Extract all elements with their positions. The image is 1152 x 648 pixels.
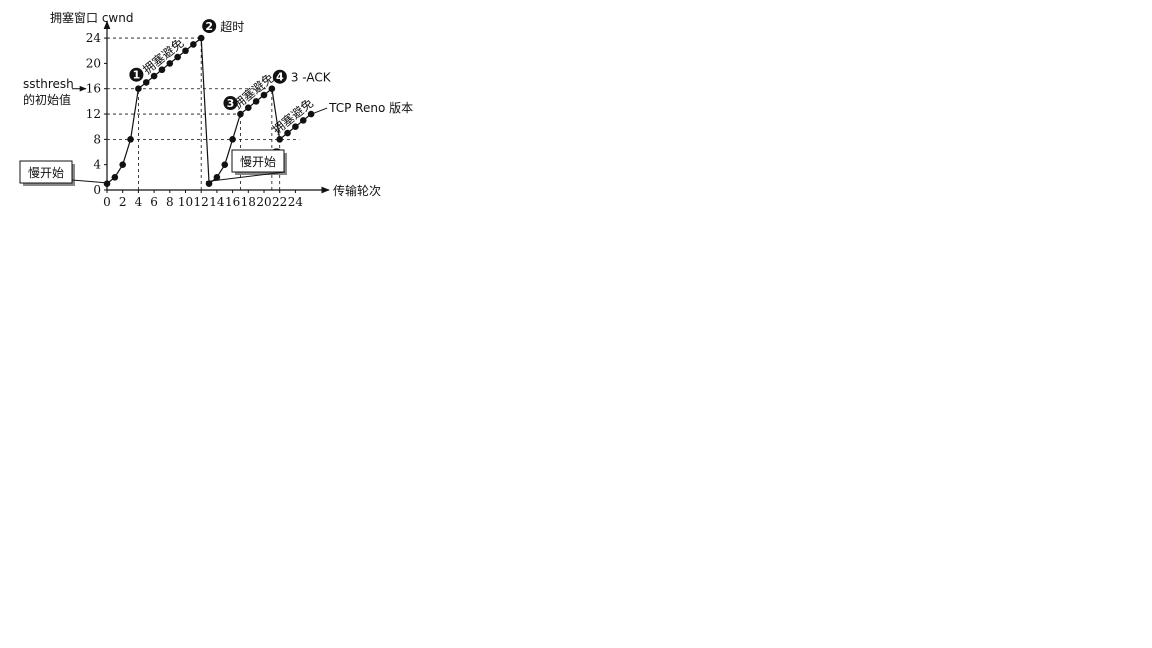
data-point [221, 161, 229, 168]
step-badge-number: 4 [276, 71, 284, 84]
x-tick-label: 4 [135, 195, 143, 209]
series-label-leader [313, 107, 328, 114]
data-point [127, 136, 134, 143]
step-badge-label: 3 -ACK [291, 71, 332, 85]
step-badge [272, 69, 287, 84]
data-point [142, 79, 150, 86]
slow-start-box [19, 160, 73, 184]
y-tick-label: 4 [93, 158, 101, 172]
step-badge [129, 67, 144, 82]
data-point [284, 129, 291, 137]
x-tick-label: 20 [256, 195, 271, 209]
x-tick-label: 10 [178, 195, 193, 209]
data-point [158, 66, 166, 74]
slow-start-label: 慢开始 [28, 166, 64, 180]
x-tick-label: 16 [225, 195, 240, 209]
ssthresh-label-line1: ssthresh [23, 77, 74, 91]
data-point [197, 34, 205, 42]
step-badge [202, 19, 217, 34]
y-tick-label: 16 [86, 82, 101, 96]
y-tick-label: 24 [86, 31, 102, 45]
data-point [237, 110, 244, 118]
step-badge-number: 2 [205, 20, 213, 33]
data-point [245, 104, 252, 112]
data-point [299, 117, 307, 124]
data-point [260, 91, 268, 99]
data-point [307, 110, 315, 118]
y-tick-label: 0 [93, 183, 101, 197]
data-point [190, 41, 197, 48]
x-tick-label: 8 [166, 195, 174, 209]
data-point [119, 161, 126, 168]
ssthresh-label-line2: 的初始值 [23, 92, 71, 107]
x-tick-label: 24 [288, 195, 304, 209]
slow-start-leader [71, 179, 105, 184]
y-tick-label: 8 [93, 132, 101, 146]
data-point [252, 98, 260, 105]
data-point [205, 180, 213, 187]
data-point [103, 180, 111, 187]
slow-start-box [231, 149, 285, 173]
x-tick-label: 2 [119, 195, 127, 209]
data-point [174, 53, 181, 61]
slow-start-leader [205, 171, 286, 183]
data-point [166, 60, 174, 67]
x-tick-label: 12 [194, 195, 209, 209]
data-point [276, 136, 284, 143]
step-badge [223, 96, 238, 111]
y-tick-label: 12 [86, 107, 101, 121]
x-tick-label: 14 [209, 195, 225, 209]
x-axis-title: 传输轮次 [333, 183, 381, 198]
series-layer [103, 34, 315, 187]
data-point [268, 85, 276, 93]
x-tick-label: 6 [150, 195, 158, 209]
slow-start-label: 慢开始 [240, 155, 276, 169]
y-axis-title: 拥塞窗口 cwnd [50, 10, 133, 25]
y-tick-label: 20 [86, 56, 101, 70]
x-tick-label: 0 [103, 195, 111, 209]
step-badge-number: 1 [133, 69, 141, 82]
series-label: TCP Reno 版本 [328, 101, 413, 115]
data-point [213, 174, 221, 181]
data-point [111, 174, 119, 181]
x-tick-label: 18 [241, 195, 256, 209]
step-badge-label: 超时 [220, 19, 244, 34]
data-point [135, 85, 142, 93]
step-badge-number: 3 [227, 97, 235, 110]
x-tick-label: 22 [272, 195, 287, 209]
data-point [229, 136, 236, 143]
data-point [182, 47, 189, 55]
data-point [292, 123, 299, 130]
data-point [150, 72, 158, 80]
